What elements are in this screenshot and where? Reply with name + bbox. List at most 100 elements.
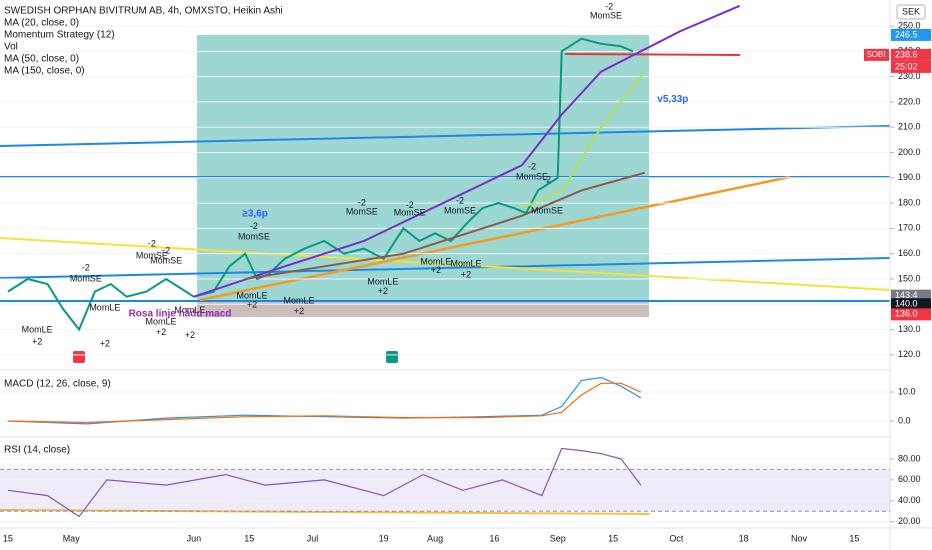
currency-box[interactable] [896,4,926,20]
annotation: +2 [378,286,388,296]
price-label: 143.4 [895,290,918,300]
series-line [245,171,646,280]
annotation: MomSE [150,255,182,265]
rsi-band [0,469,890,512]
annotation: +2 [431,265,441,275]
y-tick-label: 180.0 [898,197,921,207]
x-tick-label: Sep [550,533,566,543]
horizontal-line [564,53,741,56]
annotation: MomLE [145,316,176,326]
annotation: +2 [247,299,257,309]
y-tick-label: 0.0 [898,415,911,425]
price-label: 136.0 [895,309,918,319]
x-tick-label: Aug [427,533,443,543]
annotation: v5,33p [657,94,688,105]
price-label: 140.0 [895,299,918,309]
series-line [7,37,634,332]
x-tick-label: Oct [669,533,684,543]
x-tick-label: Jul [307,533,319,543]
symbol: SOBI [866,50,885,59]
legend-item: MA (150, close, 0) [4,66,85,77]
series-line [7,447,642,518]
x-tick-label: May [63,533,81,543]
x-tick-label: 16 [489,533,499,543]
annotation: -2 [162,245,170,255]
x-tick-label: 19 [379,533,389,543]
annotation: +2 [294,306,304,316]
y-tick-label: 20.00 [898,516,921,526]
y-tick-label: 190.0 [898,172,921,182]
y-tick-label: 210.0 [898,122,921,132]
y-tick-label: 160.0 [898,248,921,258]
annotation: +2 [461,269,471,279]
annotation: MomLE [420,256,451,266]
price-label-box [891,308,931,321]
y-tick-label: 130.0 [898,324,921,334]
annotation: +2 [185,330,195,340]
annotation: MomSE [394,207,426,217]
chart-title: SWEDISH ORPHAN BIVITRUM AB, 4h, OMXSTO, … [4,6,283,17]
x-tick-label: Nov [791,533,808,543]
annotation: -2 [82,262,90,272]
series-line [521,70,646,210]
annotation: -2 [543,174,551,184]
annotation: MomSE [531,205,563,215]
y-tick-label: 120.0 [898,349,921,359]
annotation: MomSE [70,273,102,283]
annotation: -2 [250,221,258,231]
position-box-loss [197,300,649,317]
annotation: +2 [32,336,42,346]
y-tick-label: 230.0 [898,71,921,81]
annotation: -2 [148,238,156,248]
annotation: MomSE [346,206,378,216]
annotation: MomSE [444,205,476,215]
x-tick-label: 15 [244,533,254,543]
legend-item: MA (50, close, 0) [4,54,79,65]
price-label: 246.5 [895,29,918,39]
annotation: Rosa linje nådd macd [129,307,232,319]
legend-item: MA (20, close, 0) [4,18,79,29]
price-label-box [891,48,931,61]
annotation: -2 [528,161,536,171]
panel-title: RSI (14, close) [4,445,70,456]
legend-item: Momentum Strategy (12) [4,30,115,41]
y-tick-label: 80.00 [898,453,921,463]
annotation: MomLE [22,324,53,334]
annotation: MomLE [89,302,120,312]
annotation: MomSE [136,250,168,260]
trend-line [0,125,891,147]
annotation: MomLE [236,290,267,300]
price-label-box [891,28,931,41]
annotation: MomLE [174,305,205,315]
earnings-icon[interactable] [73,351,85,363]
series-line [7,382,642,424]
y-tick-label: 170.0 [898,223,921,233]
series-line [7,376,642,425]
y-tick-label: 60.00 [898,474,921,484]
annotation: MomSE [516,171,548,181]
trend-line [0,257,891,279]
x-tick-label: 18 [739,533,749,543]
trend-line [0,237,891,291]
annotation: MomSE [238,231,270,241]
rsi-trend-line [0,509,651,515]
earnings-icon[interactable] [386,351,398,363]
x-tick-label: 15 [608,533,618,543]
annotation: ≥3,6p [242,209,268,220]
countdown-box [891,60,931,73]
currency: SEK [902,6,920,16]
annotation: -2 [406,200,414,210]
annotation: MomLE [450,258,481,268]
price-label: 238.6 [895,49,918,59]
annotation: MomLE [367,276,398,286]
y-tick-label: 10.0 [898,386,916,396]
annotation: -2 [456,195,464,205]
trend-line [199,175,791,302]
annotation: -2 [358,197,366,207]
annotation: -2 [605,1,613,11]
countdown: 25:02 [895,61,918,71]
annotation: +2 [156,327,166,337]
x-tick-label: 15 [3,533,13,543]
y-tick-label: 250.0 [898,20,921,30]
